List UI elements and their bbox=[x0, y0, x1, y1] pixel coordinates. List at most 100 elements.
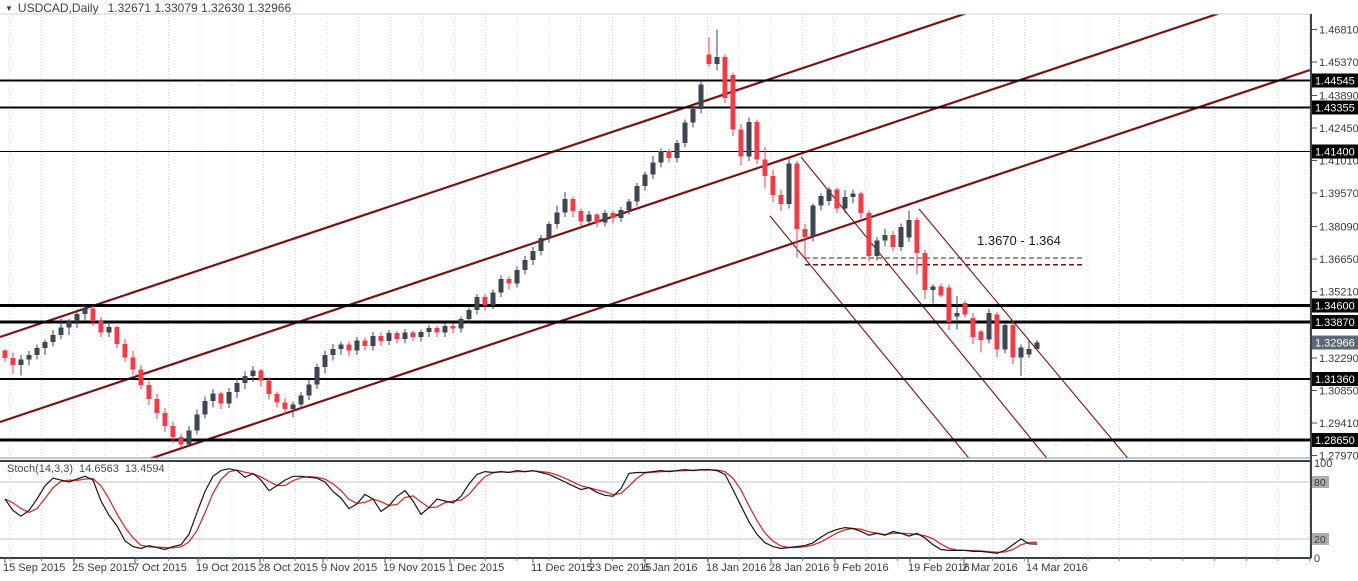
candle bbox=[434, 328, 440, 333]
candle bbox=[26, 354, 32, 360]
trend-line-descending[interactable] bbox=[769, 215, 972, 462]
stochastic-label: Stoch(14,3,3) 14.6563 13.4594 bbox=[7, 463, 171, 475]
candle bbox=[1010, 325, 1016, 358]
candle bbox=[546, 224, 552, 239]
candle bbox=[978, 331, 984, 341]
candle bbox=[578, 210, 584, 222]
candle bbox=[562, 198, 568, 213]
candle bbox=[386, 333, 392, 341]
candle bbox=[538, 238, 544, 251]
y-axis-level-tag bbox=[1312, 73, 1358, 88]
y-axis-level-tag-label: 1.43355 bbox=[1315, 102, 1355, 114]
y-axis-label: 1.27970 bbox=[1319, 451, 1358, 463]
candle bbox=[58, 327, 64, 335]
trend-line-descending[interactable] bbox=[918, 208, 1131, 462]
y-axis-label: 1.32290 bbox=[1319, 353, 1358, 365]
stochastic-d-value: 13.4594 bbox=[124, 463, 165, 475]
candle bbox=[994, 314, 1000, 350]
candle bbox=[330, 348, 336, 355]
candle bbox=[570, 198, 576, 211]
candle bbox=[586, 214, 592, 222]
y-axis-label: 1.29410 bbox=[1319, 418, 1358, 430]
candle bbox=[618, 210, 624, 218]
candle bbox=[722, 57, 728, 98]
candle bbox=[458, 319, 464, 329]
stochastic-name: Stoch(14,3,3) bbox=[7, 463, 74, 475]
candle bbox=[954, 312, 960, 317]
candle bbox=[986, 312, 992, 340]
candle bbox=[490, 292, 496, 306]
candle bbox=[314, 367, 320, 385]
candle bbox=[186, 430, 192, 445]
candle bbox=[474, 296, 480, 311]
range-annotation-text[interactable]: 1.3670 - 1.364 bbox=[977, 233, 1061, 248]
symbol-dropdown-icon[interactable]: ▼ bbox=[5, 4, 13, 13]
stoch-k-line bbox=[4, 468, 1038, 554]
x-axis-label: 1 Dec 2015 bbox=[448, 562, 504, 574]
candle bbox=[306, 384, 312, 396]
trend-line-ascending[interactable] bbox=[100, 68, 1311, 476]
stoch-axis-tag bbox=[1312, 476, 1329, 488]
candle bbox=[778, 195, 784, 205]
candle bbox=[354, 340, 360, 351]
candle bbox=[906, 220, 912, 238]
candle bbox=[794, 163, 800, 230]
candle bbox=[402, 332, 408, 340]
y-axis-label: 1.36650 bbox=[1319, 254, 1358, 266]
candle bbox=[194, 414, 200, 431]
candle bbox=[530, 250, 536, 260]
y-axis-level-tag-label: 1.41400 bbox=[1315, 147, 1355, 159]
candle bbox=[82, 308, 88, 315]
y-axis-level-tag bbox=[1312, 100, 1358, 115]
candle bbox=[154, 398, 160, 413]
candle bbox=[1026, 349, 1032, 355]
trend-line-ascending[interactable] bbox=[0, 0, 1006, 339]
stoch-axis-label: 20 bbox=[1314, 534, 1326, 546]
x-axis-label: 19 Feb 2016 bbox=[908, 562, 970, 574]
candle bbox=[674, 143, 680, 159]
candle bbox=[1002, 325, 1008, 350]
candle bbox=[242, 376, 248, 383]
candle bbox=[290, 404, 296, 410]
x-axis-label: 14 Mar 2016 bbox=[1026, 562, 1088, 574]
chart-title[interactable]: ▼ USDCAD,Daily 1.32671 1.33079 1.32630 1.3… bbox=[5, 1, 291, 15]
candle bbox=[866, 213, 872, 257]
y-axis-label: 1.38090 bbox=[1319, 222, 1358, 234]
candle bbox=[666, 151, 672, 159]
x-axis-label: 19 Nov 2015 bbox=[383, 562, 445, 574]
candle bbox=[202, 401, 208, 415]
candle bbox=[842, 196, 848, 209]
candle bbox=[122, 344, 128, 358]
candle bbox=[98, 320, 104, 333]
stochastic-k-value: 14.6563 bbox=[79, 463, 119, 475]
candle bbox=[450, 325, 456, 329]
candle bbox=[2, 350, 8, 359]
candle bbox=[178, 437, 184, 445]
y-axis-level-tag-label: 1.31360 bbox=[1315, 374, 1355, 386]
candle bbox=[138, 369, 144, 386]
candle bbox=[162, 412, 168, 426]
x-axis-label: 23 Dec 2015 bbox=[589, 562, 651, 574]
candle bbox=[34, 348, 40, 355]
candle bbox=[554, 212, 560, 225]
candle bbox=[690, 109, 696, 123]
y-axis-label: 1.46810 bbox=[1319, 24, 1358, 36]
candle bbox=[930, 286, 936, 291]
y-axis-label: 1.30850 bbox=[1319, 385, 1358, 397]
candle bbox=[802, 229, 808, 238]
candle bbox=[858, 193, 864, 214]
y-axis-label: 1.35210 bbox=[1319, 287, 1358, 299]
current-price-tag bbox=[1312, 335, 1358, 350]
candle bbox=[106, 326, 112, 333]
candle bbox=[706, 54, 712, 64]
chart-title-symbol: USDCAD,Daily bbox=[17, 1, 99, 15]
y-axis-label: 1.45370 bbox=[1319, 57, 1358, 69]
y-axis-level-tag bbox=[1312, 371, 1358, 386]
x-axis-label: 19 Oct 2015 bbox=[196, 562, 256, 574]
current-price-tag-label: 1.32966 bbox=[1315, 338, 1355, 350]
candle bbox=[874, 240, 880, 257]
candle bbox=[210, 393, 216, 402]
chart-title-ohlc: 1.32671 1.33079 1.32630 1.32966 bbox=[107, 1, 292, 15]
candle bbox=[66, 321, 72, 328]
